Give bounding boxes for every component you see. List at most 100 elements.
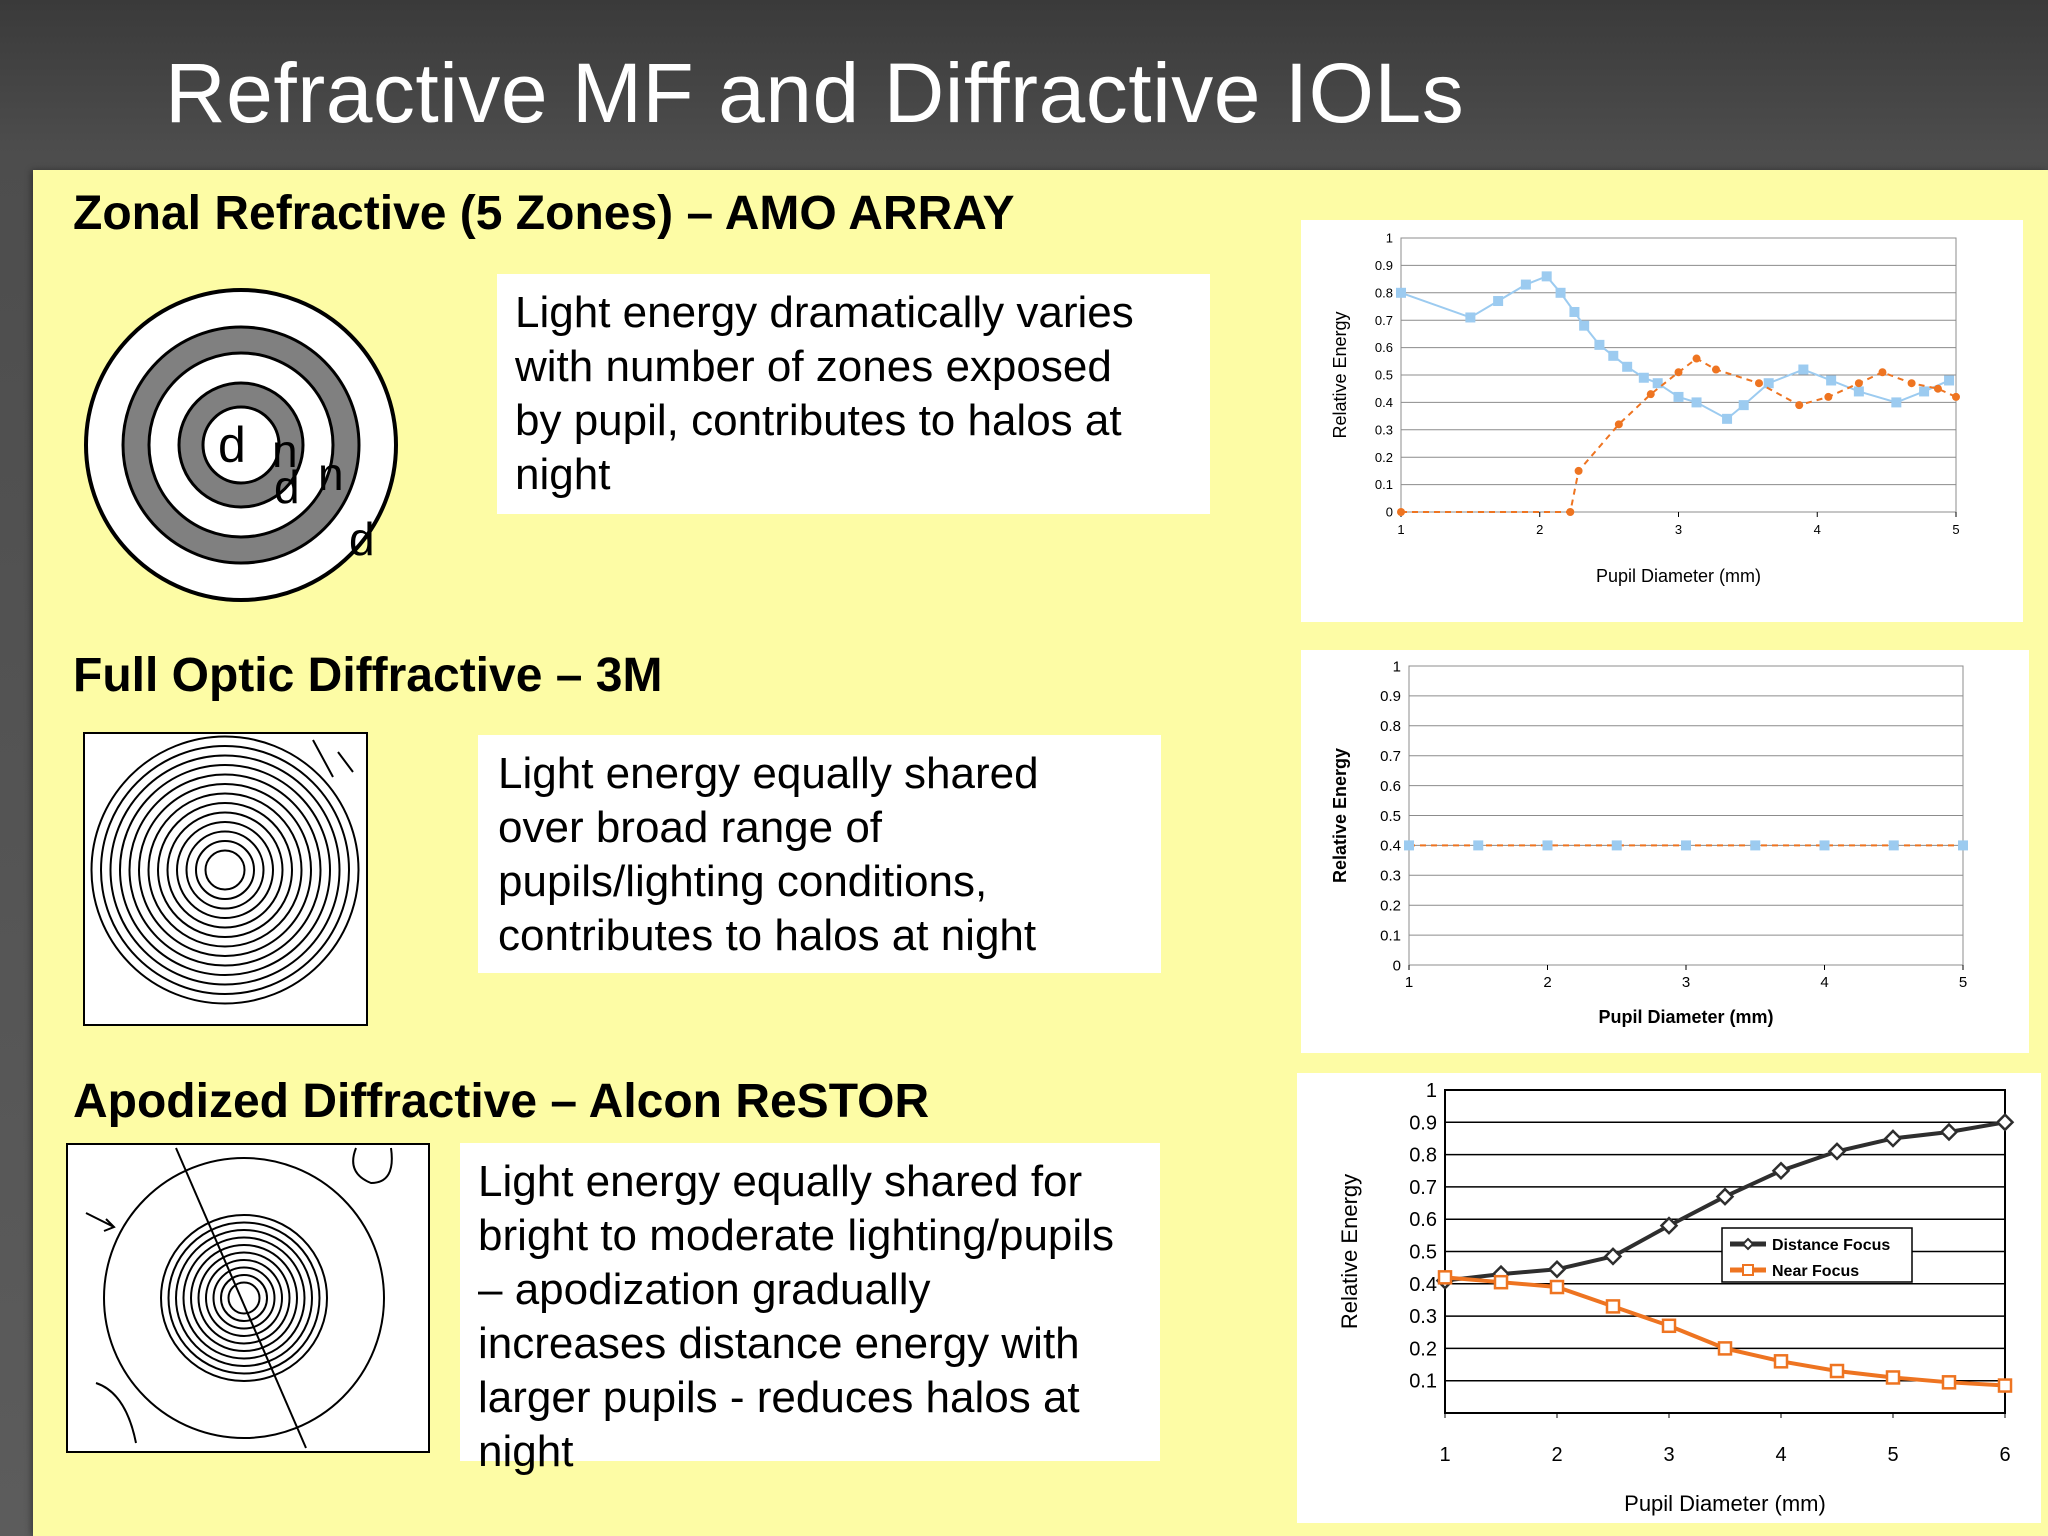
y-tick-label: 0.8 bbox=[1409, 1145, 1437, 1167]
y-tick-label: 1 bbox=[1393, 658, 1401, 675]
description-full-optic: Light energy equally shared over broad r… bbox=[478, 735, 1161, 973]
data-point bbox=[1952, 392, 1960, 401]
y-tick-label: 1 bbox=[1426, 1080, 1437, 1102]
data-point bbox=[1891, 397, 1902, 408]
data-point bbox=[1397, 508, 1405, 516]
y-tick-label: 0.3 bbox=[1380, 868, 1401, 885]
data-point bbox=[1646, 390, 1655, 399]
zone-label: n bbox=[272, 425, 298, 477]
y-tick-label: 0.5 bbox=[1375, 368, 1393, 383]
y-tick-label: 0.9 bbox=[1380, 688, 1401, 705]
y-tick-label: 0.1 bbox=[1380, 927, 1401, 944]
chart-apodized-svg: 0.1 0.2 0.3 0.4 0.5 0.6 0.7 0.8 0.9 1 1 2 3 4 5 6 Pupil … bbox=[1337, 1080, 2015, 1516]
y-tick-label: 1 bbox=[1386, 231, 1393, 246]
zonal-lens-diagram: d n d n d bbox=[84, 288, 398, 602]
data-point bbox=[1995, 1113, 2015, 1132]
section-heading-apodized: Apodized Diffractive – Alcon ReSTOR bbox=[73, 1075, 930, 1128]
x-tick-label: 3 bbox=[1682, 974, 1690, 991]
full-optic-lens-diagram bbox=[83, 732, 368, 1026]
legend-label: Distance Focus bbox=[1772, 1237, 1890, 1254]
y-tick-label: 0.2 bbox=[1375, 450, 1393, 465]
data-point bbox=[1754, 379, 1763, 388]
data-point bbox=[1549, 1279, 1565, 1295]
y-tick-label: 0.7 bbox=[1409, 1177, 1437, 1199]
diffractive-ring bbox=[100, 745, 350, 995]
y-tick-label: 0.2 bbox=[1409, 1338, 1437, 1360]
data-point bbox=[1622, 361, 1633, 372]
data-point bbox=[1819, 840, 1830, 851]
data-point bbox=[1659, 1216, 1679, 1235]
legend-marker bbox=[1741, 1237, 1755, 1251]
data-point bbox=[1750, 840, 1761, 851]
y-tick-label: 0.6 bbox=[1409, 1209, 1437, 1231]
x-tick-label: 5 bbox=[1959, 974, 1967, 991]
y-tick-label: 0.6 bbox=[1375, 340, 1393, 355]
data-point bbox=[1829, 1363, 1845, 1379]
data-point bbox=[1542, 840, 1553, 851]
data-point bbox=[1608, 350, 1619, 361]
data-point bbox=[1611, 840, 1622, 851]
x-tick-label: 2 bbox=[1543, 974, 1551, 991]
data-point bbox=[1827, 1142, 1847, 1161]
chart-zonal: 0 0.1 0.2 0.3 0.4 0.5 0.6 0.7 0.8 0.9 1 1 2 3 4 5 Pupil … bbox=[1301, 220, 2023, 622]
x-axis-label: Pupil Diameter (mm) bbox=[1624, 1491, 1826, 1516]
data-point bbox=[1396, 287, 1406, 298]
y-axis-label: Relative Energy bbox=[1330, 748, 1350, 883]
data-point bbox=[1614, 420, 1623, 429]
diffractive-ring bbox=[157, 802, 293, 938]
y-tick-label: 0.4 bbox=[1375, 395, 1393, 410]
x-tick-label: 5 bbox=[1952, 522, 1959, 537]
apodized-ring bbox=[182, 1236, 306, 1360]
y-tick-label: 0.9 bbox=[1375, 258, 1393, 273]
y-tick-label: 0.4 bbox=[1409, 1274, 1437, 1296]
zone-label: n bbox=[318, 448, 344, 500]
x-tick-label: 1 bbox=[1439, 1444, 1450, 1466]
x-tick-label: 4 bbox=[1820, 974, 1828, 991]
chart-full-optic-svg: 0 0.1 0.2 0.3 0.4 0.5 0.6 0.7 0.8 0.9 1 1 2 3 4 5 Pupil … bbox=[1330, 658, 1968, 1027]
data-point bbox=[1878, 368, 1887, 377]
apodized-ring bbox=[197, 1251, 291, 1345]
data-point bbox=[1638, 372, 1649, 383]
data-point bbox=[1773, 1354, 1789, 1369]
data-point bbox=[1673, 391, 1684, 402]
data-point bbox=[1404, 840, 1414, 851]
x-tick-label: 6 bbox=[1999, 1444, 2010, 1466]
diffractive-ring bbox=[195, 840, 255, 900]
zone-label: d bbox=[274, 461, 300, 513]
data-point bbox=[1437, 1270, 1453, 1285]
data-point bbox=[1717, 1341, 1733, 1356]
data-point bbox=[1541, 271, 1552, 282]
data-point bbox=[1944, 375, 1955, 386]
data-point bbox=[1888, 840, 1899, 851]
data-point bbox=[1722, 413, 1733, 424]
x-tick-label: 1 bbox=[1405, 974, 1413, 991]
description-zonal: Light energy dramatically varies with nu… bbox=[497, 274, 1210, 514]
chart-zonal-svg: 0 0.1 0.2 0.3 0.4 0.5 0.6 0.7 0.8 0.9 1 1 2 3 4 5 Pupil … bbox=[1330, 231, 1960, 586]
y-axis-label: Relative Energy bbox=[1337, 1174, 1362, 1329]
y-tick-label: 0.2 bbox=[1380, 897, 1401, 914]
data-point bbox=[1885, 1370, 1901, 1385]
y-tick-label: 0.3 bbox=[1375, 422, 1393, 437]
data-point bbox=[1798, 364, 1809, 375]
y-tick-label: 0 bbox=[1393, 957, 1401, 974]
data-point bbox=[1939, 1122, 1959, 1142]
y-tick-label: 0.1 bbox=[1375, 477, 1393, 492]
data-point bbox=[1711, 365, 1720, 374]
y-tick-label: 0.7 bbox=[1375, 313, 1393, 328]
diffractive-ring bbox=[109, 754, 341, 986]
data-point bbox=[1826, 375, 1837, 386]
x-axis-label: Pupil Diameter (mm) bbox=[1596, 566, 1761, 586]
diffractive-ring bbox=[147, 792, 303, 948]
data-point bbox=[1907, 379, 1916, 388]
apodized-ring bbox=[160, 1214, 328, 1382]
data-point bbox=[1997, 1378, 2013, 1393]
x-tick-label: 3 bbox=[1675, 522, 1682, 537]
data-point bbox=[1941, 1375, 1957, 1390]
data-point bbox=[1824, 392, 1833, 401]
y-tick-label: 0.5 bbox=[1380, 808, 1401, 825]
data-point bbox=[1594, 339, 1605, 350]
apodized-ring bbox=[167, 1221, 321, 1375]
data-point bbox=[1520, 279, 1531, 290]
data-point bbox=[1555, 287, 1566, 298]
series-line bbox=[1401, 357, 1957, 513]
